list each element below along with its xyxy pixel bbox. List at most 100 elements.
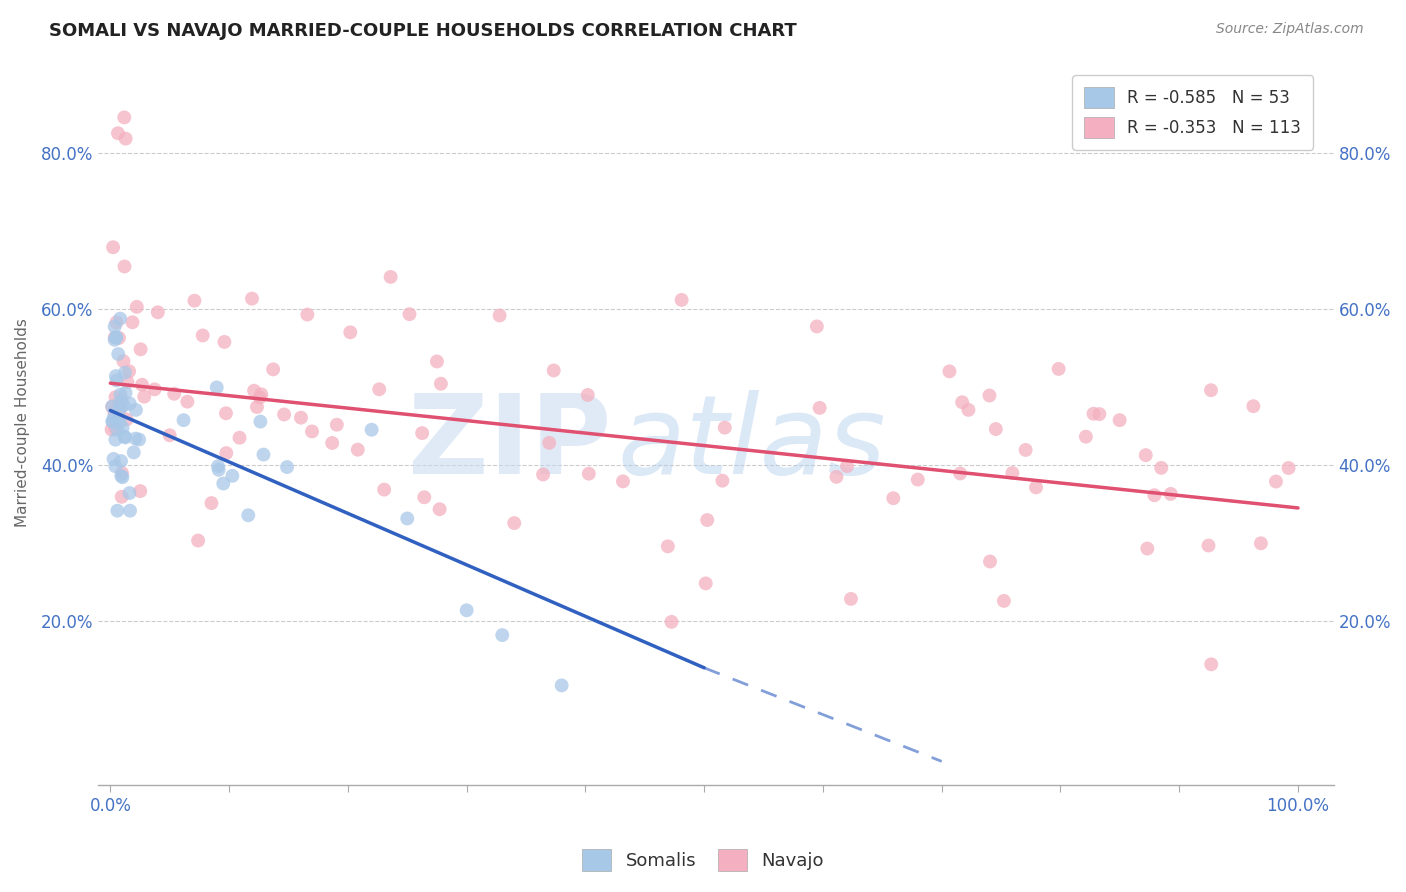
Point [531,467,554,482]
Legend: Somalis, Navajo: Somalis, Navajo [575,842,831,879]
Point [456,603,478,617]
Point [808,401,831,415]
Point [207,459,229,474]
Point [1265,475,1288,489]
Point [110,387,132,401]
Point [205,380,228,394]
Point [108,401,131,416]
Point [1135,448,1157,462]
Point [1014,442,1036,457]
Point [111,490,134,504]
Point [101,400,124,414]
Point [101,400,124,414]
Point [380,269,402,284]
Point [108,331,131,345]
Point [159,428,181,442]
Point [107,412,129,426]
Point [108,395,131,409]
Point [118,396,141,410]
Point [187,533,209,548]
Point [100,423,122,437]
Point [114,366,136,380]
Point [1250,536,1272,550]
Point [373,483,395,497]
Point [104,459,127,474]
Point [114,260,136,274]
Point [215,406,238,420]
Point [212,476,235,491]
Point [108,415,131,429]
Point [538,435,561,450]
Point [115,412,138,426]
Point [984,422,1007,436]
Point [297,308,319,322]
Point [979,388,1001,402]
Point [368,382,391,396]
Point [107,126,129,140]
Point [112,354,135,368]
Point [825,470,848,484]
Point [101,414,124,428]
Point [104,433,127,447]
Point [262,362,284,376]
Point [114,131,136,145]
Point [430,376,453,391]
Point [576,388,599,402]
Point [129,343,152,357]
Point [426,354,449,368]
Point [1136,541,1159,556]
Point [191,328,214,343]
Point [711,474,734,488]
Y-axis label: Married-couple Households: Married-couple Households [15,318,30,526]
Text: SOMALI VS NAVAJO MARRIED-COUPLE HOUSEHOLDS CORRELATION CHART: SOMALI VS NAVAJO MARRIED-COUPLE HOUSEHOL… [49,22,797,40]
Point [111,466,134,480]
Point [806,319,828,334]
Point [398,307,420,321]
Point [938,364,960,378]
Legend: R = -0.585   N = 53, R = -0.353   N = 113: R = -0.585 N = 53, R = -0.353 N = 113 [1073,75,1313,150]
Point [713,420,735,434]
Point [111,470,134,484]
Point [411,425,433,440]
Point [146,305,169,319]
Point [578,467,600,481]
Point [1150,461,1173,475]
Point [221,468,243,483]
Point [107,423,129,437]
Point [661,615,683,629]
Point [228,431,250,445]
Point [488,309,510,323]
Point [1199,383,1222,397]
Point [957,402,980,417]
Point [110,469,132,483]
Point [122,445,145,459]
Point [117,375,139,389]
Point [671,293,693,307]
Point [124,432,146,446]
Point [125,403,148,417]
Point [360,423,382,437]
Point [101,240,124,254]
Point [993,594,1015,608]
Point [114,385,136,400]
Point [1025,480,1047,494]
Point [249,391,271,405]
Point [240,292,263,306]
Point [114,429,136,443]
Point [128,433,150,447]
Point [696,513,718,527]
Point [118,486,141,500]
Point [176,394,198,409]
Point [215,446,238,460]
Point [949,467,972,481]
Point [105,374,128,388]
Point [1088,407,1111,421]
Point [429,502,451,516]
Point [249,415,271,429]
Point [1143,488,1166,502]
Point [110,454,132,468]
Point [321,436,343,450]
Point [112,398,135,412]
Point [105,315,128,329]
Point [163,386,186,401]
